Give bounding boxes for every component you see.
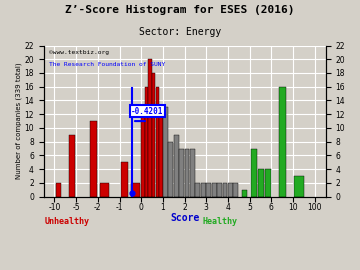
Bar [217,183,222,197]
Bar [121,162,128,197]
Bar [148,59,152,197]
Bar [159,114,162,197]
Bar [90,121,97,197]
Bar [195,183,200,197]
Text: ©www.textbiz.org: ©www.textbiz.org [49,50,109,55]
Bar [185,148,189,197]
Bar [168,142,173,197]
Bar [206,183,211,197]
Bar [145,87,148,197]
Bar [228,183,233,197]
Bar [190,148,195,197]
Bar [242,190,247,197]
Bar [174,135,179,197]
Text: Z’-Score Histogram for ESES (2016): Z’-Score Histogram for ESES (2016) [65,5,295,15]
Bar [265,169,271,197]
Bar [156,87,159,197]
Bar [201,183,206,197]
Text: The Research Foundation of SUNY: The Research Foundation of SUNY [49,62,166,67]
Bar [222,183,228,197]
Bar [100,183,109,197]
Bar [212,183,216,197]
Bar [152,73,156,197]
Y-axis label: Number of companies (339 total): Number of companies (339 total) [15,63,22,179]
Bar [251,148,257,197]
Text: -0.4201: -0.4201 [131,107,163,116]
Bar [179,148,184,197]
Text: Healthy: Healthy [202,217,237,226]
Bar [163,107,168,197]
Bar [258,169,264,197]
X-axis label: Score: Score [170,213,199,223]
Bar [279,87,285,197]
Bar [131,183,140,197]
Bar [294,176,304,197]
Text: Unhealthy: Unhealthy [45,217,90,226]
Text: Sector: Energy: Sector: Energy [139,27,221,37]
Bar [68,135,75,197]
Bar [233,183,238,197]
Bar [141,107,145,197]
Bar [55,183,61,197]
